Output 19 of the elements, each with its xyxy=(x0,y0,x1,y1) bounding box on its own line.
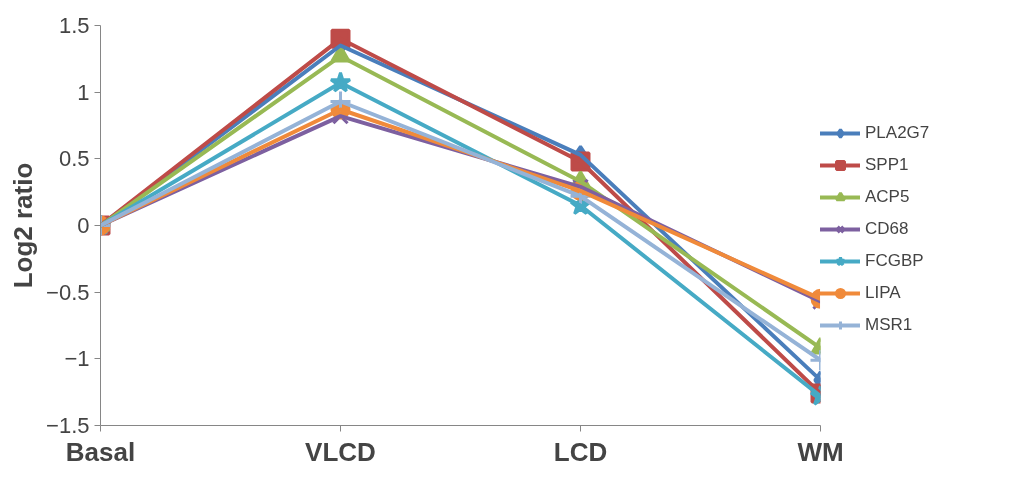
y-tick-label: −1.5 xyxy=(46,413,90,438)
y-tick-label: 1.5 xyxy=(58,13,90,38)
legend-label: ACP5 xyxy=(865,187,910,207)
legend-label: FCGBP xyxy=(865,251,924,271)
legend-label: SPP1 xyxy=(865,155,909,175)
x-tick-label: Basal xyxy=(65,436,136,467)
legend-label: LIPA xyxy=(865,283,901,303)
y-tick-label: 0 xyxy=(77,213,90,238)
x-tick-label: WM xyxy=(797,436,844,467)
y-tick-label: −1 xyxy=(64,346,90,372)
y-tick-label: 0.5 xyxy=(58,146,90,172)
y-tick-label: 1 xyxy=(77,79,90,105)
x-tick-label: LCD xyxy=(553,436,608,467)
x-tick-label: VLCD xyxy=(305,436,376,467)
y-tick-label: −0.5 xyxy=(46,279,90,305)
legend-label: PLA2G7 xyxy=(865,123,930,143)
y-axis-title: Log2 ratio xyxy=(8,162,39,289)
legend-label: MSR1 xyxy=(865,315,913,335)
legend-label: CD68 xyxy=(865,219,909,239)
